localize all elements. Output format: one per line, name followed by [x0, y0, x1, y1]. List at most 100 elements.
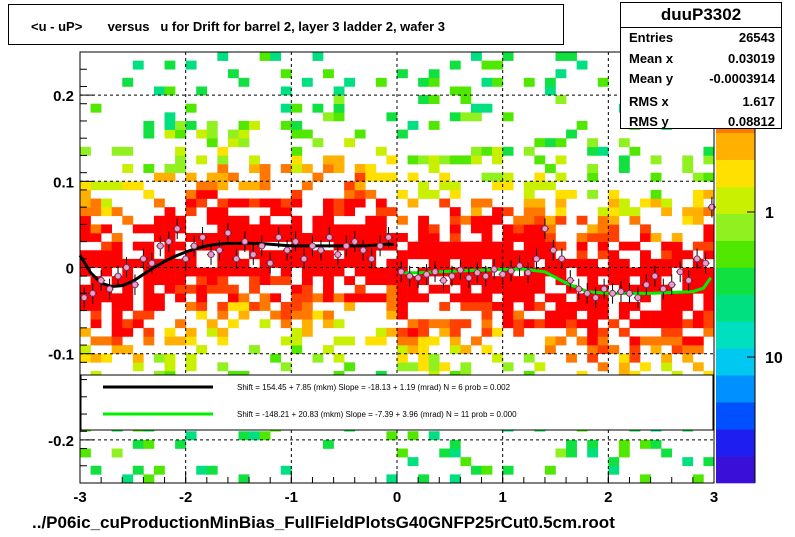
heat-cell [270, 52, 282, 61]
heat-cell [618, 301, 630, 311]
heat-cell [397, 276, 408, 286]
heat-cell [449, 155, 461, 165]
heat-cell [576, 215, 588, 225]
heat-cell [460, 301, 472, 311]
heat-cell [270, 353, 282, 363]
heat-cell [523, 215, 535, 225]
heat-cell [640, 293, 651, 303]
heat-cell [143, 327, 155, 337]
heat-cell [280, 465, 292, 475]
stat-label: Mean y [629, 71, 674, 86]
heat-cell [259, 181, 271, 191]
heat-cell [418, 233, 429, 242]
heat-cell [513, 284, 525, 294]
profile-marker [414, 274, 422, 282]
heat-cell [460, 319, 472, 329]
heat-cell [217, 155, 229, 165]
heat-cell [618, 284, 630, 294]
heat-cell [217, 310, 229, 320]
x-tick-label: 3 [710, 489, 718, 506]
heat-cell [576, 233, 588, 242]
heat-cell [90, 181, 102, 191]
heat-cell [280, 233, 292, 242]
heat-cell [153, 233, 165, 242]
heat-cell [196, 129, 208, 139]
heat-cell [555, 319, 567, 329]
profile-marker [532, 255, 540, 263]
heat-cell [344, 233, 356, 242]
profile-marker [80, 294, 88, 302]
heat-cell [365, 267, 377, 277]
heat-cell [640, 474, 651, 484]
heat-cell [344, 362, 356, 372]
heat-cell [238, 474, 250, 484]
heat-cell [175, 284, 186, 294]
heat-cell [692, 267, 704, 277]
heat-cell [80, 301, 91, 311]
heat-cell [227, 284, 239, 294]
profile-point [114, 265, 123, 287]
heat-cell [523, 353, 535, 363]
heat-cell [460, 457, 472, 467]
heat-cell [597, 362, 609, 372]
heat-cell [492, 155, 503, 165]
heat-cell [164, 241, 176, 251]
heat-cell [523, 258, 535, 268]
profile-point [439, 270, 448, 291]
heat-cell [312, 224, 324, 234]
heat-cell [418, 224, 429, 234]
heat-cell [80, 215, 91, 225]
profile-point [367, 248, 376, 270]
heat-cell [597, 77, 609, 87]
heat-cell [164, 129, 176, 139]
heat-cell [523, 250, 535, 260]
heat-cell [566, 448, 577, 458]
heat-cell [481, 233, 493, 242]
heat-cell [703, 301, 715, 311]
heat-cell [470, 293, 482, 303]
heat-cell [523, 293, 535, 303]
heat-cell [449, 293, 461, 303]
y-tick-label: -0.1 [48, 347, 74, 364]
heat-cell [312, 172, 324, 182]
profile-marker [224, 229, 232, 237]
heat-cell [523, 146, 535, 156]
profile-point [481, 265, 490, 287]
heat-cell [301, 284, 313, 294]
color-step [716, 321, 755, 349]
profile-point [456, 259, 465, 281]
fit-curve-green [399, 267, 713, 295]
heat-cell [428, 155, 440, 165]
heat-cell [312, 258, 324, 268]
heat-cell [270, 276, 282, 286]
heat-cell [692, 198, 704, 208]
heat-cell [534, 319, 546, 329]
heat-cell [270, 224, 282, 234]
heat-cell [238, 301, 250, 311]
profile-marker [190, 242, 198, 250]
profile-point [642, 274, 651, 296]
stat-value: 0.03019 [728, 51, 775, 66]
heat-cell [153, 267, 165, 277]
heat-cell [597, 310, 609, 320]
heat-cell [534, 198, 546, 208]
profile-marker [541, 225, 549, 233]
heat-cell [640, 258, 651, 268]
heat-cell [196, 293, 208, 303]
heat-cell [175, 439, 186, 449]
heat-cell [80, 207, 91, 217]
profile-marker [566, 276, 574, 284]
heat-cell [111, 146, 123, 156]
heat-cell [449, 224, 461, 234]
profile-marker [634, 294, 642, 302]
heat-cell [111, 293, 123, 303]
heat-cell [682, 164, 694, 173]
heat-cell [449, 181, 461, 191]
profile-point [164, 231, 173, 252]
heat-cell [164, 284, 176, 294]
heat-cell [132, 241, 144, 251]
heat-cell [217, 327, 229, 337]
heat-cell [703, 146, 715, 156]
heat-cell [640, 284, 651, 294]
heat-cell [238, 215, 250, 225]
